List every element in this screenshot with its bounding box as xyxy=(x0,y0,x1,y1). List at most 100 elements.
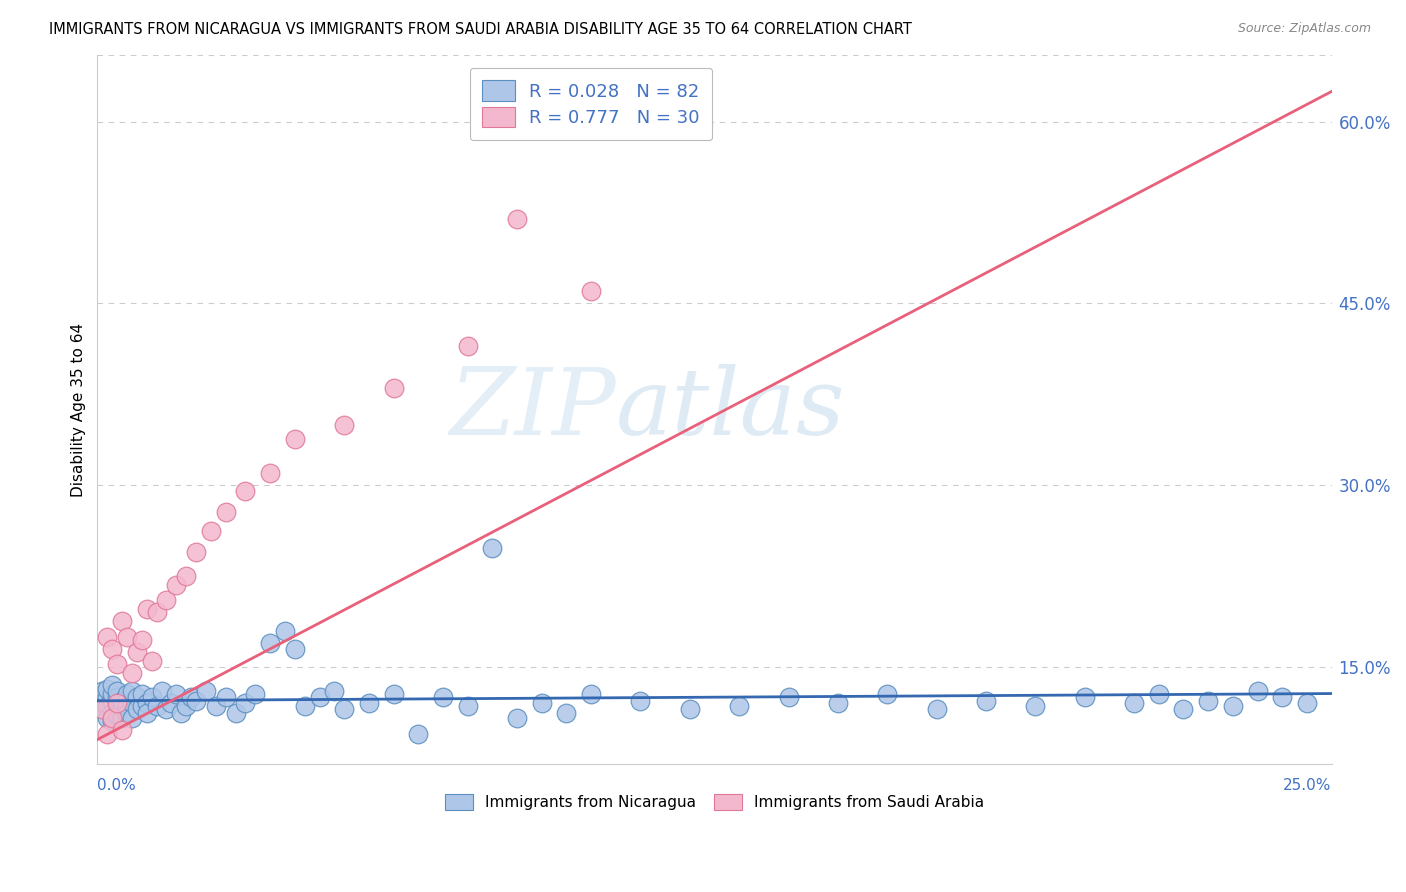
Point xyxy=(115,706,138,720)
Point xyxy=(96,711,118,725)
Point xyxy=(131,633,153,648)
Point xyxy=(101,641,124,656)
Text: ZIP: ZIP xyxy=(449,365,616,455)
Point xyxy=(194,684,217,698)
Point xyxy=(125,702,148,716)
Point xyxy=(150,684,173,698)
Point xyxy=(333,417,356,432)
Point xyxy=(245,687,267,701)
Point xyxy=(145,698,167,713)
Point xyxy=(679,702,702,716)
Point xyxy=(1173,702,1195,716)
Point xyxy=(628,694,651,708)
Point xyxy=(91,684,114,698)
Point xyxy=(235,484,257,499)
Point xyxy=(308,690,330,705)
Text: 0.0%: 0.0% xyxy=(97,779,136,793)
Point xyxy=(457,339,479,353)
Point xyxy=(225,706,247,720)
Point xyxy=(1197,694,1219,708)
Point xyxy=(155,593,177,607)
Point xyxy=(284,432,307,446)
Point xyxy=(382,687,405,701)
Point xyxy=(91,702,114,716)
Point xyxy=(135,601,157,615)
Point xyxy=(555,706,578,720)
Point xyxy=(105,690,128,705)
Point xyxy=(101,711,124,725)
Point xyxy=(259,635,281,649)
Point xyxy=(141,690,163,705)
Point xyxy=(974,694,997,708)
Point xyxy=(457,698,479,713)
Point xyxy=(105,696,128,710)
Point xyxy=(274,624,297,638)
Point xyxy=(111,702,134,716)
Point xyxy=(200,524,222,539)
Point xyxy=(155,702,177,716)
Point xyxy=(115,687,138,701)
Point xyxy=(215,505,238,519)
Point xyxy=(728,698,751,713)
Point xyxy=(1222,698,1244,713)
Point xyxy=(333,702,356,716)
Point xyxy=(357,696,380,710)
Text: Source: ZipAtlas.com: Source: ZipAtlas.com xyxy=(1237,22,1371,36)
Point xyxy=(91,696,114,710)
Point xyxy=(141,654,163,668)
Point xyxy=(1271,690,1294,705)
Point xyxy=(101,678,124,692)
Point xyxy=(235,696,257,710)
Point xyxy=(184,694,207,708)
Point xyxy=(121,665,143,680)
Point xyxy=(170,706,193,720)
Point xyxy=(96,726,118,740)
Legend: Immigrants from Nicaragua, Immigrants from Saudi Arabia: Immigrants from Nicaragua, Immigrants fr… xyxy=(439,789,990,816)
Point xyxy=(101,714,124,729)
Point xyxy=(406,726,429,740)
Point xyxy=(101,706,124,720)
Point xyxy=(135,706,157,720)
Point xyxy=(579,687,602,701)
Point xyxy=(1024,698,1046,713)
Point xyxy=(96,690,118,705)
Point xyxy=(481,541,503,556)
Point xyxy=(1147,687,1170,701)
Point xyxy=(174,698,197,713)
Point xyxy=(925,702,948,716)
Point xyxy=(115,698,138,713)
Point xyxy=(121,696,143,710)
Point xyxy=(121,684,143,698)
Point xyxy=(1295,696,1317,710)
Point xyxy=(432,690,454,705)
Point xyxy=(165,687,187,701)
Point xyxy=(115,630,138,644)
Point xyxy=(111,614,134,628)
Point xyxy=(1246,684,1268,698)
Point xyxy=(145,606,167,620)
Point xyxy=(96,698,118,713)
Point xyxy=(101,694,124,708)
Text: 25.0%: 25.0% xyxy=(1284,779,1331,793)
Point xyxy=(111,711,134,725)
Point xyxy=(101,687,124,701)
Point xyxy=(91,702,114,716)
Point xyxy=(125,690,148,705)
Point xyxy=(205,698,228,713)
Point xyxy=(579,285,602,299)
Point xyxy=(174,569,197,583)
Point xyxy=(105,657,128,672)
Point xyxy=(876,687,898,701)
Point xyxy=(135,696,157,710)
Point xyxy=(111,723,134,737)
Point xyxy=(180,690,202,705)
Point xyxy=(131,698,153,713)
Point xyxy=(284,641,307,656)
Text: atlas: atlas xyxy=(616,365,845,455)
Text: IMMIGRANTS FROM NICARAGUA VS IMMIGRANTS FROM SAUDI ARABIA DISABILITY AGE 35 TO 6: IMMIGRANTS FROM NICARAGUA VS IMMIGRANTS … xyxy=(49,22,912,37)
Y-axis label: Disability Age 35 to 64: Disability Age 35 to 64 xyxy=(72,322,86,497)
Point xyxy=(105,684,128,698)
Point xyxy=(778,690,800,705)
Point xyxy=(259,466,281,480)
Point xyxy=(1073,690,1095,705)
